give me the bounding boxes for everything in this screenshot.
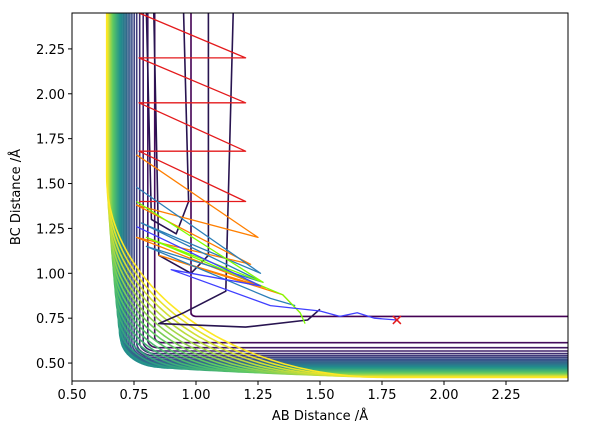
y-tick-label: 1.75	[36, 133, 65, 148]
contour-line	[142, 13, 568, 352]
contour-line	[114, 13, 568, 373]
y-tick-label: 2.00	[36, 88, 65, 103]
contour-line	[112, 13, 568, 374]
contour-lines	[105, 12, 568, 379]
plot-background	[72, 13, 568, 381]
contour-line	[131, 13, 568, 360]
x-tick-label: 1.25	[244, 388, 273, 403]
x-tick-label: 2.00	[430, 388, 459, 403]
y-tick-label: 0.75	[36, 312, 65, 327]
contour-line	[105, 13, 568, 379]
contour-line	[117, 13, 568, 370]
contour-line	[106, 13, 568, 378]
trajectory-line	[135, 154, 301, 314]
x-tick-label: 0.50	[58, 388, 87, 403]
contour-line	[108, 13, 568, 377]
contour-line	[111, 13, 568, 375]
x-axis-label: AB Distance /Å	[272, 408, 368, 424]
contour-line	[147, 13, 568, 349]
y-tick-label: 2.25	[36, 43, 65, 58]
contour-line	[110, 13, 568, 375]
x-axis-ticks: 0.50 0.75 1.00 1.25 1.50 1.75 2.00 2.25	[58, 381, 521, 403]
contour-line	[190, 13, 568, 318]
x-tick-label: 2.25	[492, 388, 521, 403]
trajectory-line	[136, 200, 306, 324]
x-tick-label: 1.00	[182, 388, 211, 403]
contour-line	[113, 13, 568, 373]
contour-line	[118, 13, 568, 369]
contour-line	[109, 13, 568, 376]
y-tick-label: 1.50	[36, 178, 65, 193]
y-tick-label: 1.25	[36, 222, 65, 237]
x-tick-label: 1.50	[306, 388, 335, 403]
y-axis-ticks: 0.50 0.75 1.00 1.25 1.50 1.75 2.00 2.25	[36, 43, 72, 372]
end-point-marker	[392, 315, 402, 325]
x-tick-label: 0.75	[120, 388, 149, 403]
markers	[392, 315, 402, 325]
trajectory-lines	[135, 12, 397, 324]
trajectory-line	[138, 12, 247, 203]
trajectory-line	[136, 226, 397, 321]
y-axis-label: BC Distance /Å	[8, 149, 24, 245]
contour-line	[116, 13, 568, 371]
x-tick-label: 1.75	[368, 388, 397, 403]
contour-line	[115, 13, 568, 372]
contour-line	[109, 13, 568, 376]
y-tick-label: 0.50	[36, 357, 65, 372]
contour-line	[158, 12, 321, 328]
y-tick-label: 1.00	[36, 267, 65, 282]
